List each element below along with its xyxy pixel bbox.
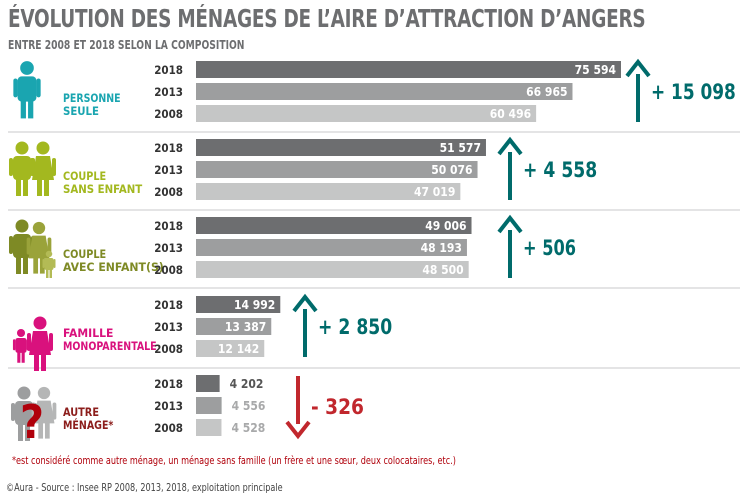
year-label-2018: 2018 (154, 377, 183, 391)
bar-2013 (196, 318, 272, 335)
bar-2018 (196, 296, 281, 313)
change-arrow-up-head (497, 214, 523, 234)
value-label: 50 076 (431, 163, 472, 177)
year-label-2013: 2013 (154, 399, 183, 413)
change-arrow-down-head (285, 420, 311, 440)
single-parent-icon (12, 316, 53, 371)
year-label-2018: 2018 (154, 298, 183, 312)
page-subtitle: ENTRE 2008 ET 2018 SELON LA COMPOSITION (8, 38, 245, 52)
footnote: *est considéré comme autre ménage, un mé… (12, 455, 456, 467)
change-value: + 2 850 (318, 315, 392, 339)
value-label: 47 019 (414, 185, 455, 199)
change-value: + 4 558 (523, 158, 597, 182)
bar-2008 (196, 105, 537, 122)
year-label-2008: 2008 (154, 185, 183, 199)
category-label: COUPLE (63, 169, 106, 183)
category-label: COUPLE (63, 247, 106, 261)
change-arrow-up-head (292, 293, 318, 313)
year-label-2018: 2018 (154, 219, 183, 233)
value-label: 4 202 (230, 377, 264, 391)
category-label: MÉNAGE* (63, 417, 114, 432)
category-label: SEULE (63, 104, 99, 118)
year-label-2013: 2013 (154, 241, 183, 255)
category-label: MONOPARENTALE (63, 339, 157, 353)
year-label-2008: 2008 (154, 263, 183, 277)
value-label: 49 006 (425, 219, 466, 233)
bar-2013 (196, 239, 467, 256)
year-label-2013: 2013 (154, 85, 183, 99)
category-label: AUTRE (63, 405, 99, 419)
bar-2018 (196, 217, 472, 234)
change-arrow-up-head (497, 136, 523, 156)
family-icon (9, 219, 56, 278)
bar-2013 (196, 397, 222, 414)
couple-icon (9, 141, 56, 196)
year-label-2008: 2008 (154, 107, 183, 121)
category-label: AVEC ENFANT(S) (63, 260, 164, 274)
year-label-2013: 2013 (154, 320, 183, 334)
value-label: 4 556 (232, 399, 266, 413)
year-label-2013: 2013 (154, 163, 183, 177)
value-label: 51 577 (440, 141, 481, 155)
question-icon: ? (11, 386, 57, 449)
value-label: 66 965 (526, 85, 567, 99)
year-label-2018: 2018 (154, 63, 183, 77)
source-note: ©Aura - Source : Insee RP 2008, 2013, 20… (6, 482, 283, 494)
value-label: 13 387 (225, 320, 266, 334)
year-label-2018: 2018 (154, 141, 183, 155)
change-value: + 15 098 (651, 80, 736, 104)
value-label: 12 142 (218, 342, 259, 356)
value-label: 14 992 (234, 298, 275, 312)
change-value: + 506 (523, 236, 576, 260)
bar-2013 (196, 83, 573, 100)
category-label: PERSONNE (63, 91, 121, 105)
value-label: 4 528 (231, 421, 265, 435)
bar-2008 (196, 261, 469, 278)
bar-2018 (196, 61, 621, 78)
value-label: 75 594 (575, 63, 617, 77)
year-label-2008: 2008 (154, 421, 183, 435)
bar-2008 (196, 183, 461, 200)
category-label: FAMILLE (63, 326, 113, 340)
change-arrow-up-head (625, 58, 651, 78)
year-label-2008: 2008 (154, 342, 183, 356)
bar-2008 (196, 340, 265, 357)
value-label: 48 500 (422, 263, 463, 277)
bar-2018 (196, 375, 220, 392)
change-value: - 326 (311, 395, 364, 419)
value-label: 48 193 (421, 241, 462, 255)
svg-text:?: ? (20, 395, 44, 449)
bar-2018 (196, 139, 486, 156)
single-person-icon (13, 61, 41, 119)
value-label: 60 496 (490, 107, 531, 121)
page-title: ÉVOLUTION DES MÉNAGES DE L’AIRE D’ATTRAC… (8, 4, 646, 33)
bar-2008 (196, 419, 222, 436)
category-label: SANS ENFANT (63, 182, 142, 196)
bar-2013 (196, 161, 478, 178)
